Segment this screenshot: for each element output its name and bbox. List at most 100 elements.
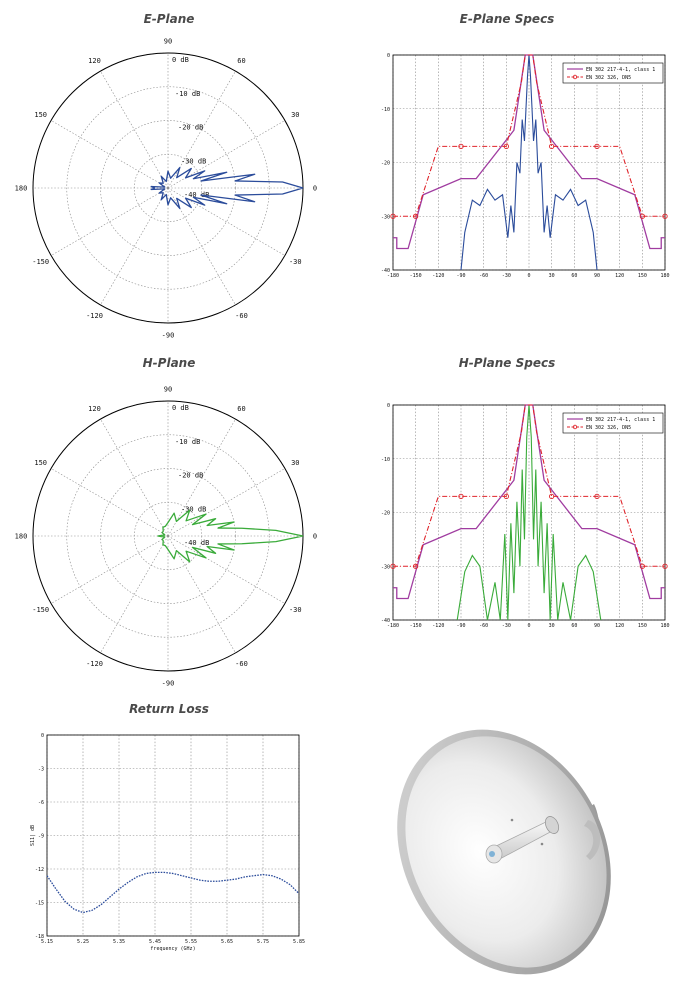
polar-spoke	[100, 418, 169, 537]
e-plane-specs-chart: -180 -150 -120 -90 -60 -30 0 30 60 90 120 150 180 0 -1…	[381, 53, 670, 279]
dn5-marker	[503, 143, 509, 150]
x-tick-label: -90	[456, 273, 465, 279]
h-plane-panel: H-Plane 90 60 30 0 -30 -60 -90 -120 -150 180 150 12…	[0, 350, 338, 700]
dn5-marker	[458, 493, 464, 500]
polar-spoke	[100, 70, 169, 189]
x-tick-label: -120	[432, 273, 444, 279]
polar-pattern-line	[157, 509, 304, 563]
x-tick-label: -150	[410, 273, 422, 279]
polar-spoke	[100, 187, 169, 306]
polar-angle-label: 180	[15, 185, 28, 193]
dn5-marker	[662, 213, 668, 219]
h-specs-panel: H-Plane Specs -180 -150 -120 -90 -60 -30 0 30 60…	[338, 350, 676, 700]
y-tick-label: 0	[387, 53, 390, 59]
y-tick-label: -10	[381, 107, 390, 113]
x-tick-label: -60	[479, 623, 488, 629]
polar-ring-label: -20 dB	[178, 472, 203, 480]
polar-spoke	[50, 535, 169, 604]
polar-angle-label: 60	[237, 405, 245, 413]
polar-angle-label: 60	[237, 57, 245, 65]
legend-box	[562, 412, 664, 434]
polar-angle-label: 0	[313, 185, 317, 193]
x-tick-label: 90	[594, 273, 600, 279]
y-tick-label: -6	[38, 800, 44, 806]
h-specs-title: H-Plane Specs	[458, 356, 556, 370]
dn5-marker	[549, 143, 555, 150]
x-tick-label: -180	[387, 623, 399, 629]
x-tick-label: -90	[456, 623, 465, 629]
dn5-marker	[503, 493, 509, 500]
e-plane-panel: E-Plane 90 60 30 0 -30 -60 -90 -120 -150 180 150 12…	[0, 0, 338, 350]
dn5-marker	[413, 563, 419, 569]
polar-spoke	[100, 535, 169, 654]
x-tick-label: 5.45	[149, 939, 161, 945]
polar-angle-label: -60	[235, 660, 248, 668]
y-tick-label: -12	[35, 867, 44, 873]
polar-spoke	[167, 468, 286, 537]
y-tick-label: -18	[35, 934, 44, 940]
polar-angle-label: -90	[162, 680, 175, 688]
return-loss-line	[46, 871, 300, 914]
x-tick-label: 5.25	[77, 939, 89, 945]
x-tick-label: -60	[479, 273, 488, 279]
polar-ring-label: -10 dB	[175, 438, 200, 446]
y-tick-label: -20	[381, 161, 390, 167]
x-tick-label: 120	[615, 623, 624, 629]
x-tick-label: 180	[660, 273, 669, 279]
polar-angle-label: -30	[289, 606, 302, 614]
dn5-mask-line	[393, 404, 665, 567]
x-tick-label: 30	[549, 623, 555, 629]
polar-angle-label: -120	[86, 312, 103, 320]
legend-box	[562, 62, 664, 84]
polar-spoke	[167, 187, 236, 306]
x-tick-label: 30	[549, 273, 555, 279]
polar-ring-label: -30 dB	[181, 157, 206, 165]
y-tick-label: -30	[381, 564, 390, 570]
polar-spoke	[167, 535, 286, 604]
x-tick-label: 60	[571, 273, 577, 279]
x-tick-label: -30	[502, 273, 511, 279]
polar-ring-label: -20 dB	[178, 124, 203, 132]
x-tick-label: 5.65	[221, 939, 233, 945]
polar-angle-label: 150	[34, 459, 47, 467]
polar-angle-label: 150	[34, 111, 47, 119]
dn5-marker	[639, 213, 645, 219]
dn5-marker	[594, 493, 600, 500]
x-tick-label: 5.15	[41, 939, 53, 945]
x-tick-label: 180	[660, 623, 669, 629]
y-tick-label: -30	[381, 214, 390, 220]
x-tick-label: 90	[594, 623, 600, 629]
dn5-marker	[639, 563, 645, 569]
legend-marker-dn5	[572, 424, 578, 430]
polar-ring-label: -30 dB	[181, 505, 206, 513]
y-tick-label: -9	[38, 834, 44, 840]
x-tick-label: 150	[638, 273, 647, 279]
y-tick-label: 0	[41, 733, 44, 739]
e-plane-title: E-Plane	[143, 12, 195, 26]
x-tick-label: 120	[615, 273, 624, 279]
polar-ring-label: 0 dB	[172, 56, 189, 64]
x-tick-label: -120	[432, 623, 444, 629]
legend-label-dn5: EN 302 326, DN5	[586, 75, 631, 81]
return-loss-chart: 5.15 5.25 5.35 5.45 5.55 5.65 5.75 5.85 0 -3 -6 -9 -…	[30, 733, 305, 952]
polar-ring-label: -40 dB	[184, 191, 209, 199]
dn5-marker	[413, 213, 419, 219]
dn5-marker	[662, 563, 668, 569]
dn5-mask-line	[393, 54, 665, 217]
polar-spoke	[50, 187, 169, 256]
polar-spoke	[167, 120, 286, 189]
polar-ring-label: -40 dB	[184, 539, 209, 547]
polar-angle-label: 0	[313, 533, 317, 541]
polar-angle-label: -90	[162, 332, 175, 340]
x-tick-label: -180	[387, 273, 399, 279]
dn5-marker	[390, 213, 396, 219]
polar-angle-label: -120	[86, 660, 103, 668]
y-tick-label: -15	[35, 901, 44, 907]
e-specs-panel: E-Plane Specs -180 -150 -120 -90 -60 -30 0 30 60…	[338, 0, 676, 350]
y-tick-label: -20	[381, 511, 390, 517]
return-loss-panel: Return Loss 5.15 5.25 5.35 5.45 5.55 5.65 5.75…	[0, 700, 338, 988]
polar-angle-label: 120	[88, 405, 101, 413]
dish-antenna-image	[380, 720, 660, 985]
polar-pattern-line	[150, 166, 304, 210]
polar-angle-label: 30	[291, 111, 299, 119]
